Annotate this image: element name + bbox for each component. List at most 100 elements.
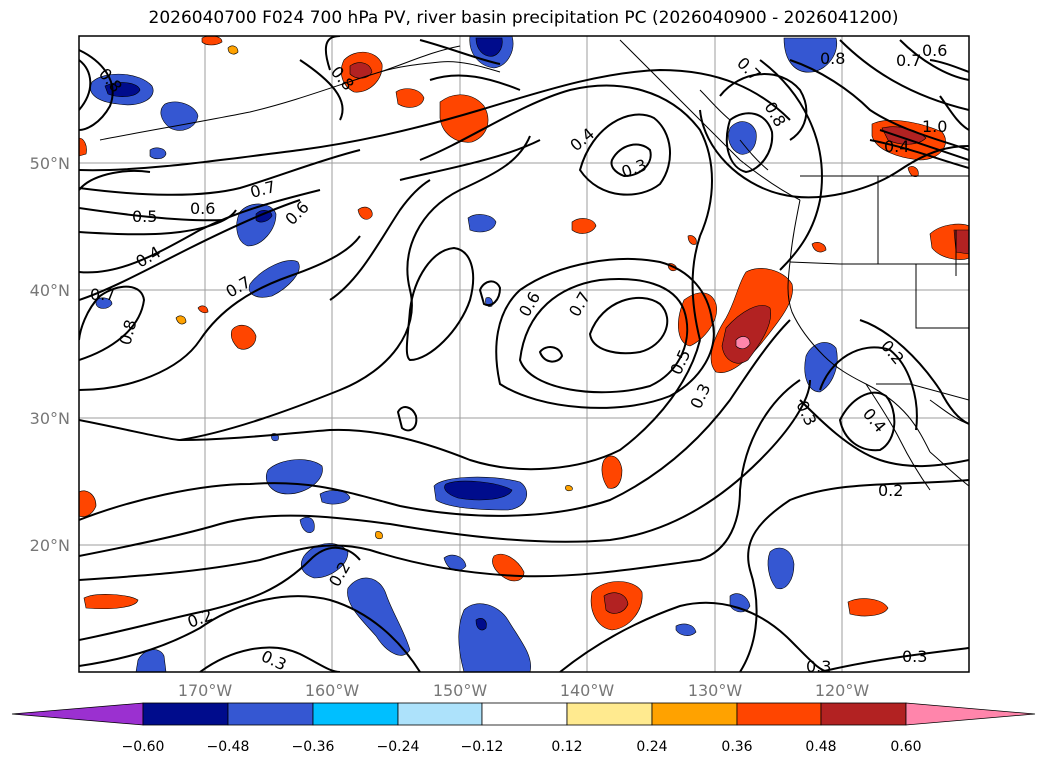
precip-patch bbox=[149, 147, 167, 160]
precip-patch bbox=[675, 623, 697, 636]
precip-patch bbox=[349, 62, 373, 79]
colorbar bbox=[11, 702, 1036, 726]
precip-patch bbox=[467, 214, 497, 233]
coastlines bbox=[99, 39, 969, 491]
lat-label-40n: 40°N bbox=[30, 281, 70, 300]
precip-patch bbox=[847, 598, 889, 617]
coastline-alaska bbox=[99, 45, 461, 141]
pv-contour bbox=[819, 647, 969, 672]
pv-contour bbox=[79, 199, 301, 301]
pv-contour bbox=[838, 391, 896, 452]
colorbar-tick-label: −0.12 bbox=[461, 739, 504, 755]
lon-label-170w: 170°W bbox=[178, 681, 233, 700]
map-title: 2026040700 F024 700 hPa PV, river basin … bbox=[148, 8, 899, 28]
pv-contour bbox=[939, 95, 969, 131]
pv-contour bbox=[538, 346, 564, 363]
pv-contour bbox=[739, 479, 969, 672]
pv-contour bbox=[419, 84, 713, 341]
pv-contour bbox=[79, 49, 114, 131]
precip-patch bbox=[804, 342, 838, 393]
pv-contour bbox=[79, 379, 801, 581]
colorbar-ticks: −0.60 −0.48 −0.36 −0.24 −0.12 0.12 0.24 … bbox=[122, 739, 922, 755]
coastline-panhandle bbox=[619, 39, 801, 201]
colorbar-tick-label: −0.36 bbox=[292, 739, 335, 755]
precip-patch bbox=[571, 218, 597, 234]
precip-patch bbox=[395, 88, 425, 108]
contour-label: 1.0 bbox=[922, 117, 947, 136]
border-state-4 bbox=[789, 261, 841, 265]
precip-patch bbox=[687, 235, 697, 245]
precip-patch bbox=[299, 517, 315, 533]
colorbar-extend-left bbox=[11, 702, 144, 726]
precip-patch bbox=[728, 121, 757, 155]
contour-label: 0.7 bbox=[90, 285, 115, 304]
colorbar-tick-label: 0.60 bbox=[890, 739, 921, 755]
pv-contour bbox=[879, 129, 969, 161]
precip-patch bbox=[603, 592, 629, 614]
contour-label: 0.5 bbox=[132, 207, 157, 226]
colorbar-tick-label: 0.24 bbox=[636, 739, 667, 755]
lon-label-140w: 140°W bbox=[560, 681, 615, 700]
precip-patch bbox=[175, 315, 187, 325]
contour-label: 0.6 bbox=[922, 41, 947, 60]
precip-patch bbox=[255, 210, 273, 223]
pv-contour bbox=[719, 73, 808, 141]
precip-patch bbox=[444, 480, 513, 501]
contour-label: 0.6 bbox=[190, 199, 215, 218]
pv-contour bbox=[79, 285, 146, 361]
map-frame bbox=[78, 35, 970, 673]
colorbar-tick-label: 0.12 bbox=[551, 739, 582, 755]
pv-contour bbox=[79, 595, 421, 672]
pv-contour bbox=[199, 646, 341, 672]
precip-patch bbox=[767, 547, 795, 590]
precip-patch bbox=[735, 336, 751, 350]
pv-contour bbox=[79, 59, 92, 111]
lat-label-20n: 20°N bbox=[30, 536, 70, 555]
precip-patch bbox=[79, 137, 87, 157]
pv-contour bbox=[588, 296, 669, 355]
precip-patch bbox=[301, 543, 349, 579]
pv-contour bbox=[79, 546, 361, 641]
precip-patch bbox=[104, 82, 141, 97]
precip-patch bbox=[953, 229, 969, 255]
colorbar-tick-label: 0.36 bbox=[721, 739, 752, 755]
lon-label-160w: 160°W bbox=[305, 681, 360, 700]
pv-contours bbox=[79, 36, 969, 672]
border-us-mexico bbox=[876, 383, 969, 401]
coastline-mexico bbox=[929, 399, 969, 425]
pv-contour bbox=[299, 59, 344, 121]
pv-contour bbox=[869, 139, 969, 169]
pv-contour bbox=[699, 109, 969, 199]
coastline-bc-islands bbox=[699, 89, 769, 171]
lon-label-120w: 120°W bbox=[815, 681, 870, 700]
pv-contour bbox=[79, 170, 151, 191]
pv-contour bbox=[799, 399, 969, 468]
precip-patch bbox=[319, 490, 351, 505]
longitude-labels: 170°W 160°W 150°W 140°W 130°W 120°W bbox=[178, 681, 870, 700]
pv-contour bbox=[429, 74, 521, 91]
precip-patch bbox=[475, 37, 503, 57]
lon-label-150w: 150°W bbox=[433, 681, 488, 700]
pv-contour bbox=[578, 113, 672, 196]
precip-patch bbox=[881, 126, 927, 145]
pv-contour bbox=[419, 39, 501, 65]
pv-contour bbox=[789, 59, 969, 151]
colorbar-tick-label: 0.48 bbox=[805, 739, 836, 755]
pv-contour bbox=[79, 319, 791, 521]
pv-contour bbox=[79, 189, 321, 274]
precip-patch bbox=[601, 455, 623, 489]
colorbar-segment bbox=[397, 702, 483, 726]
pv-contour bbox=[79, 149, 361, 196]
contour-label: 0.8 bbox=[820, 49, 845, 68]
pv-contour bbox=[79, 68, 791, 172]
contour-label: 0.7 bbox=[896, 51, 921, 70]
contour-label: 0.3 bbox=[806, 657, 831, 676]
pv-contour bbox=[329, 179, 431, 301]
precip-patch bbox=[347, 577, 411, 656]
coastline-baja bbox=[865, 383, 969, 491]
pv-contour bbox=[899, 39, 969, 81]
pv-contour bbox=[839, 39, 969, 111]
latitude-labels: 50°N 40°N 30°N 20°N bbox=[30, 154, 70, 555]
contour-label: 0.4 bbox=[884, 137, 909, 156]
lat-label-50n: 50°N bbox=[30, 154, 70, 173]
